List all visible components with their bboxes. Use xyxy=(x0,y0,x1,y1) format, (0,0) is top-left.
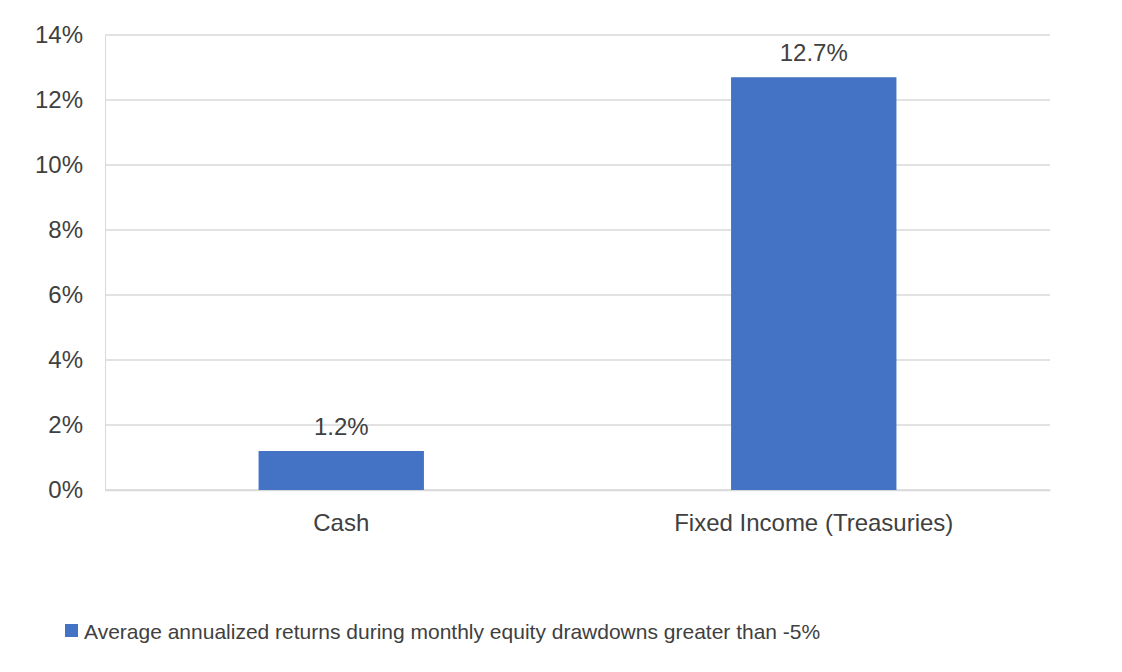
chart: 0% 2% 4% 6% 8% 10% 12% 14% Cash Fixed Income (Tre… xyxy=(0,0,1122,672)
y-tick-label: 14% xyxy=(35,21,83,48)
grid-line xyxy=(105,489,1050,491)
legend-item: Average annualized returns during monthl… xyxy=(65,620,820,643)
y-tick: 2% xyxy=(48,411,105,438)
y-tick: 12% xyxy=(35,86,105,113)
y-tick-label: 6% xyxy=(48,281,83,308)
y-tick-label: 2% xyxy=(48,411,83,438)
grid-line xyxy=(105,359,1050,361)
grid-line xyxy=(105,34,1050,36)
data-label: 12.7% xyxy=(780,39,848,66)
y-tick: 4% xyxy=(48,346,105,373)
y-axis-line xyxy=(105,36,106,491)
x-axis: Cash Fixed Income (Treasuries) xyxy=(106,491,1051,537)
legend-label: Average annualized returns during monthl… xyxy=(84,620,820,643)
y-tick: 0% xyxy=(48,476,105,503)
x-tick: Fixed Income (Treasuries) xyxy=(674,509,953,536)
x-tick: Cash xyxy=(313,509,369,536)
bar xyxy=(259,451,424,490)
grid-line xyxy=(105,229,1050,231)
grid-line xyxy=(105,164,1050,166)
legend-swatch xyxy=(65,624,78,637)
bar xyxy=(731,77,896,490)
y-axis: 0% 2% 4% 6% 8% 10% 12% 14% xyxy=(35,21,106,503)
y-tick: 14% xyxy=(35,21,105,48)
grid-line xyxy=(105,294,1050,296)
y-tick-label: 12% xyxy=(35,86,83,113)
y-tick: 10% xyxy=(35,151,105,178)
plot: 0% 2% 4% 6% 8% 10% 12% 14% Cash Fixed Income (Tre… xyxy=(35,21,1051,536)
legend: Average annualized returns during monthl… xyxy=(65,620,820,643)
data-labels: 1.2% 12.7% xyxy=(314,39,848,440)
x-tick-label: Fixed Income (Treasuries) xyxy=(674,509,953,536)
bars xyxy=(259,77,897,490)
y-tick: 6% xyxy=(48,281,105,308)
y-tick-label: 8% xyxy=(48,216,83,243)
x-tick-label: Cash xyxy=(313,509,369,536)
y-tick-label: 0% xyxy=(48,476,83,503)
grid xyxy=(105,35,1050,490)
y-tick-label: 10% xyxy=(35,151,83,178)
x-axis-line xyxy=(106,490,1051,492)
grid-line xyxy=(105,424,1050,426)
y-tick-label: 4% xyxy=(48,346,83,373)
data-label: 1.2% xyxy=(314,413,369,440)
y-tick: 8% xyxy=(48,216,105,243)
grid-line xyxy=(105,99,1050,101)
